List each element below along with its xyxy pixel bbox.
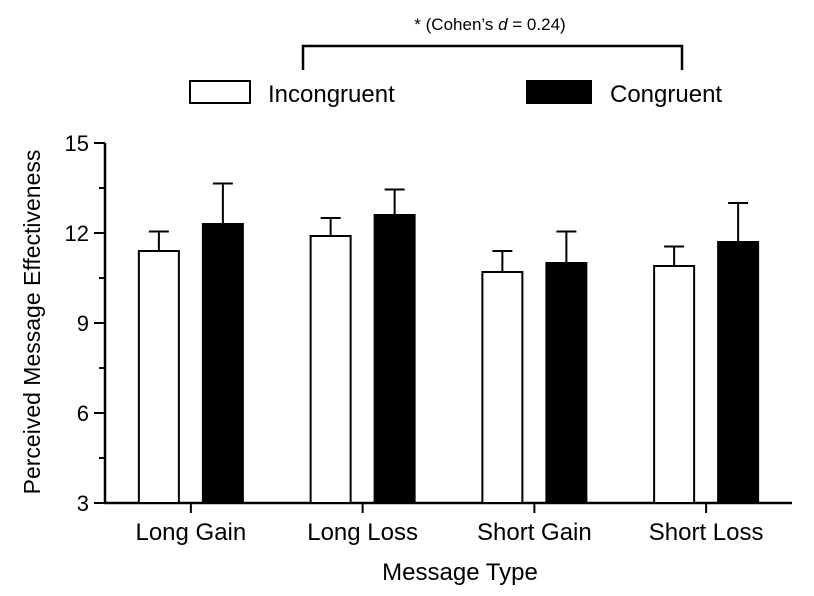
y-tick-label: 6 xyxy=(77,401,89,426)
bar-congruent xyxy=(545,262,588,504)
y-tick-label: 12 xyxy=(65,221,89,246)
legend-label-incongruent: Incongruent xyxy=(268,81,395,108)
x-tick-label: Short Loss xyxy=(649,519,764,546)
bar-incongruent xyxy=(481,271,524,504)
bar-incongruent xyxy=(309,235,352,504)
significance-annotation: * (Cohen’s d = 0.24) xyxy=(414,15,565,34)
bar-incongruent xyxy=(137,250,180,504)
x-tick-label: Long Loss xyxy=(307,519,418,546)
x-axis-title: Message Type xyxy=(382,559,538,586)
bar-congruent xyxy=(373,214,416,504)
significance-bracket xyxy=(301,44,684,70)
y-axis-title: Perceived Message Effectiveness xyxy=(19,150,45,495)
legend-swatch-congruent xyxy=(526,80,592,104)
x-tick-label: Long Gain xyxy=(135,519,246,546)
legend-label-congruent: Congruent xyxy=(610,81,722,108)
y-tick-label: 15 xyxy=(65,131,89,156)
plot-area: 3 6 9 12 15 Long Gain Long Loss Short Gain Short… xyxy=(65,131,792,546)
bar-congruent xyxy=(717,241,760,504)
bar-incongruent xyxy=(653,265,696,504)
y-tick-label: 3 xyxy=(77,491,89,516)
x-tick-label: Short Gain xyxy=(477,519,592,546)
legend-swatch-incongruent xyxy=(189,80,251,104)
bar-congruent xyxy=(201,223,244,504)
y-tick-label: 9 xyxy=(77,311,89,336)
